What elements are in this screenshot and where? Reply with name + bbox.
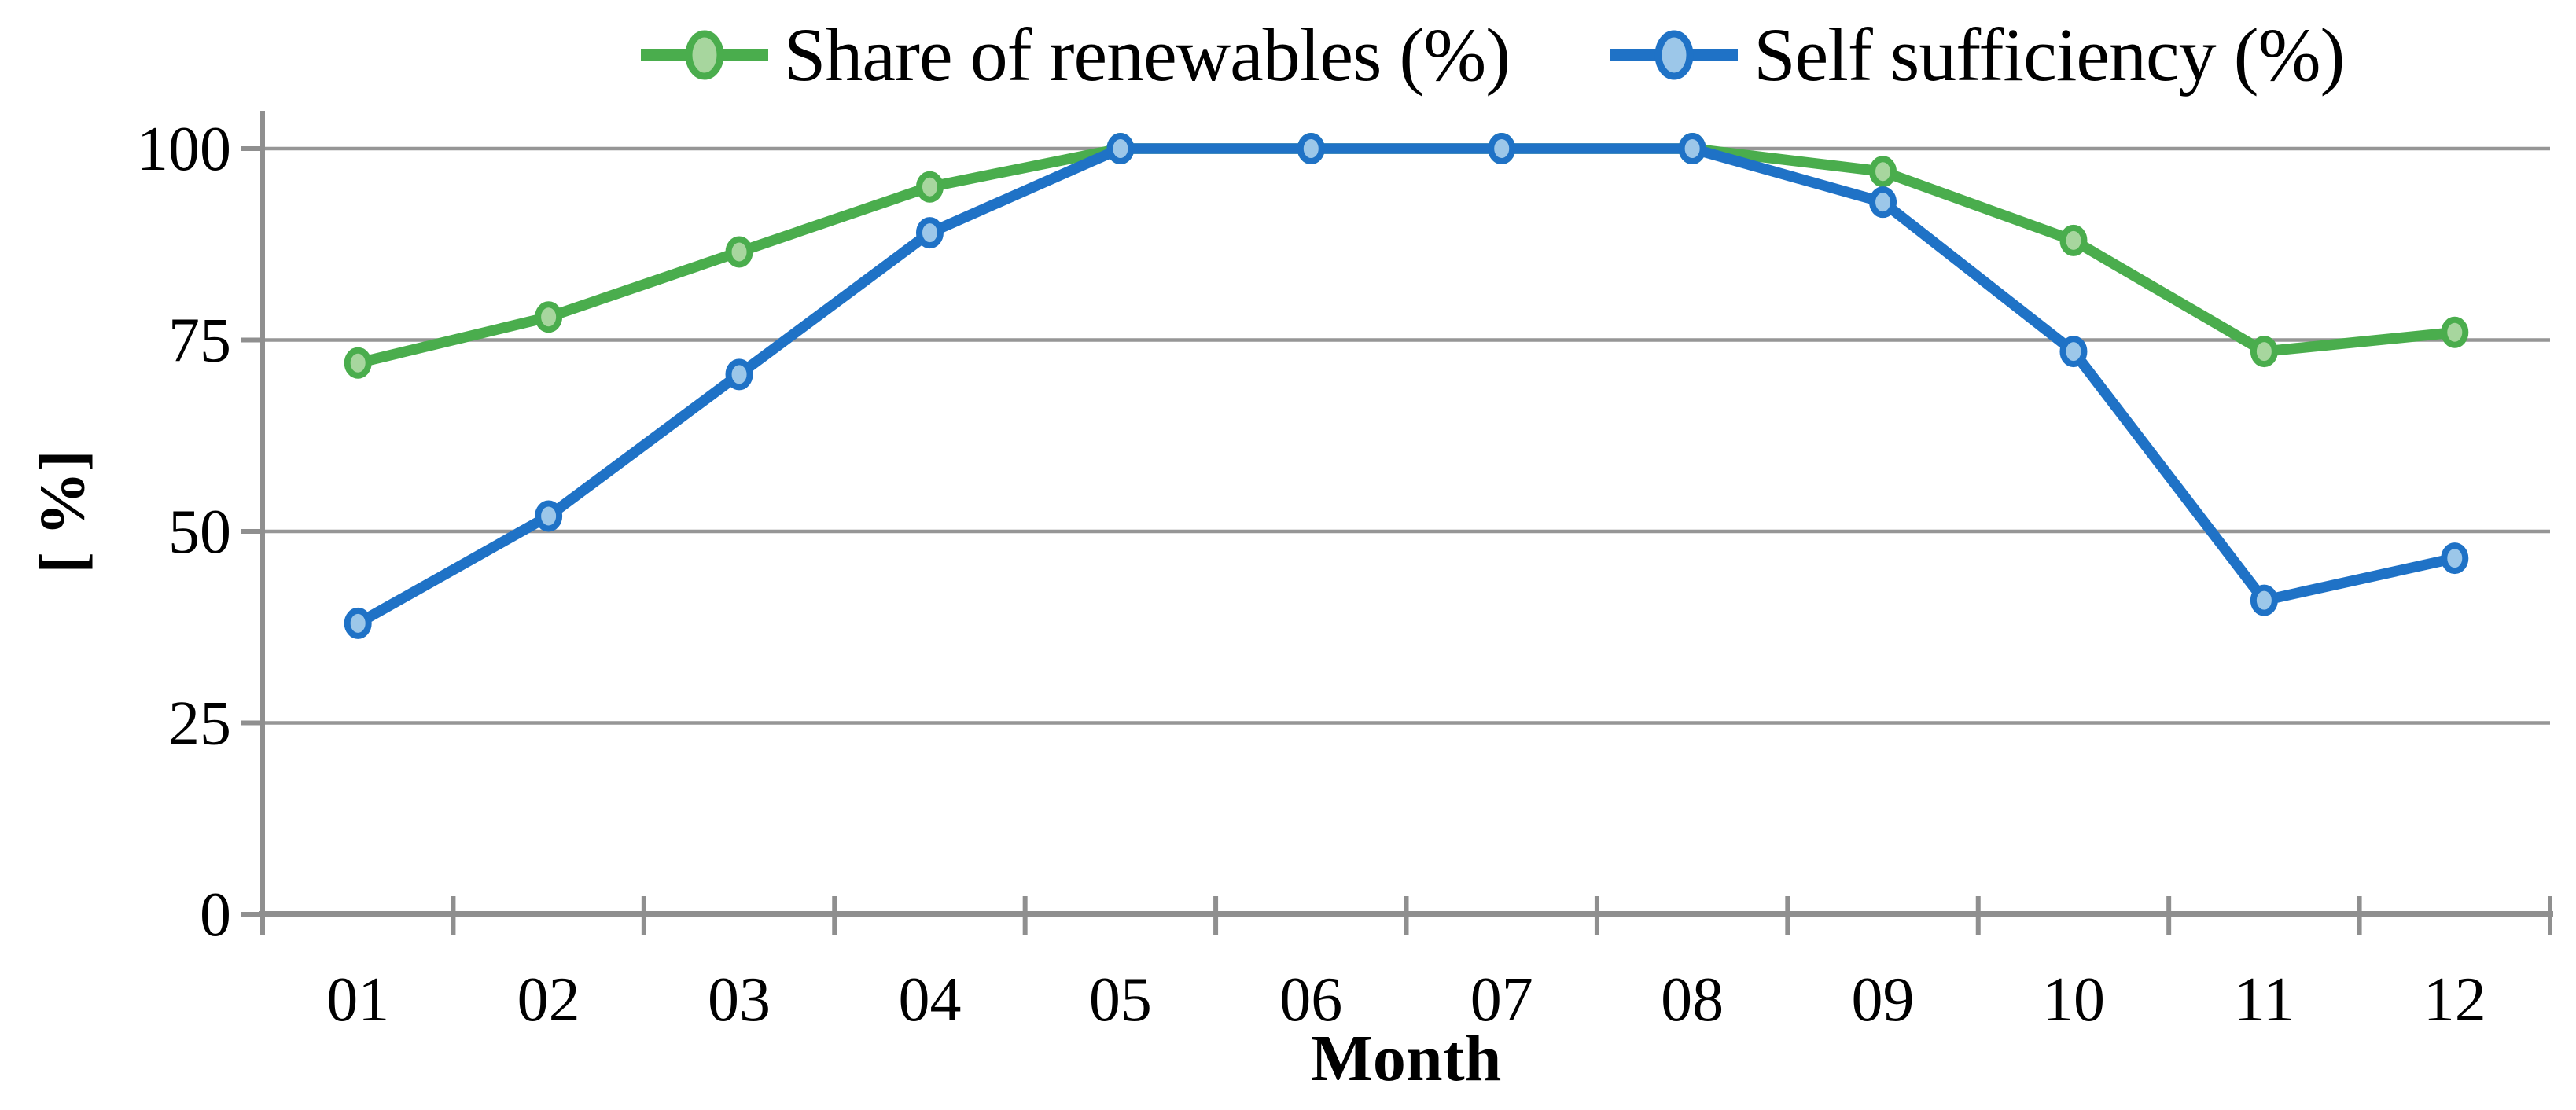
data-point-marker xyxy=(1106,133,1135,164)
legend-line-marker-icon xyxy=(641,30,768,80)
x-tick-label: 04 xyxy=(898,965,961,1035)
x-tick-label: 11 xyxy=(2234,965,2294,1035)
data-point-marker xyxy=(344,347,372,379)
y-tick-label: 0 xyxy=(200,880,231,950)
data-point-marker xyxy=(1488,133,1516,164)
data-point-marker xyxy=(2250,336,2278,368)
data-point-marker xyxy=(2059,336,2088,368)
y-tick-label: 75 xyxy=(168,307,231,376)
data-point-marker xyxy=(915,217,944,249)
data-point-marker xyxy=(2441,316,2469,348)
data-point-marker xyxy=(2059,224,2088,256)
legend-label-self-sufficiency: Self sufficiency (%) xyxy=(1754,12,2345,97)
data-point-marker xyxy=(535,500,563,532)
series-line-1 xyxy=(352,143,2460,629)
legend-item-self-sufficiency: Self sufficiency (%) xyxy=(1610,11,2346,99)
legend-label-share-of-renewables: Share of renewables (%) xyxy=(784,12,1511,97)
data-point-marker xyxy=(2250,584,2278,616)
series-line-0 xyxy=(352,143,2460,369)
data-point-marker xyxy=(1869,186,1897,219)
y-tick-label: 25 xyxy=(168,689,231,759)
x-tick-label: 08 xyxy=(1661,965,1724,1035)
x-tick-label: 10 xyxy=(2042,965,2105,1035)
y-tick-label: 50 xyxy=(168,498,231,567)
data-point-marker xyxy=(725,358,753,391)
x-tick-label: 07 xyxy=(1470,965,1533,1035)
data-point-marker xyxy=(1297,133,1325,164)
legend-line-marker-icon xyxy=(1610,30,1739,80)
x-tick-label: 01 xyxy=(326,965,389,1035)
legend-item-share-of-renewables: Share of renewables (%) xyxy=(641,11,1511,99)
data-point-marker xyxy=(535,301,563,333)
data-point-marker xyxy=(1678,133,1706,164)
x-tick-label: 05 xyxy=(1089,965,1152,1035)
x-tick-label: 09 xyxy=(1852,965,1915,1035)
x-tick-label: 12 xyxy=(2423,965,2486,1035)
x-tick-label: 06 xyxy=(1279,965,1342,1035)
y-tick-label: 100 xyxy=(137,115,231,184)
data-point-marker xyxy=(1869,156,1897,188)
legend: Share of renewables (%) Self sufficiency… xyxy=(641,11,2346,99)
x-axis-title: Month xyxy=(1310,1022,1502,1095)
data-point-marker xyxy=(2441,542,2469,575)
data-point-marker xyxy=(725,236,753,268)
data-point-marker xyxy=(915,171,944,203)
x-tick-label: 03 xyxy=(708,965,771,1035)
data-point-marker xyxy=(344,607,372,639)
x-tick-label: 02 xyxy=(517,965,580,1035)
